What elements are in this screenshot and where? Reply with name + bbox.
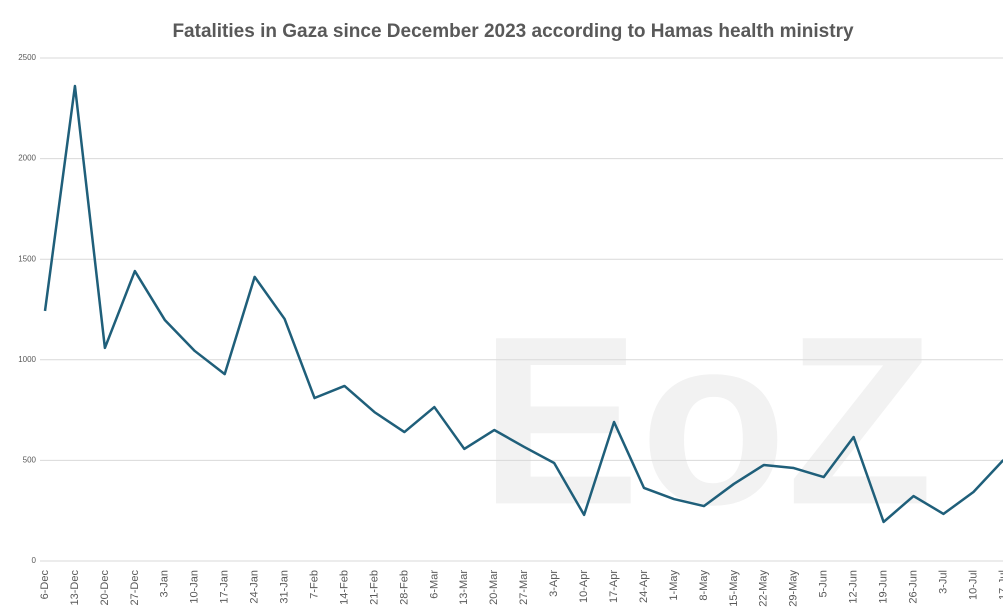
x-tick-label: 17-Jul xyxy=(997,570,1003,600)
series-line xyxy=(43,84,1003,524)
y-tick-label: 500 xyxy=(23,456,37,465)
x-tick-label: 17-Apr xyxy=(608,570,620,603)
x-tick-label: 8-May xyxy=(698,570,710,601)
x-tick-label: 13-Mar xyxy=(458,570,470,605)
x-tick-label: 17-Jan xyxy=(219,570,231,604)
x-tick-label: 26-Jun xyxy=(907,570,919,604)
x-tick-label: 5-Jun xyxy=(818,570,830,598)
y-tick-label: 2500 xyxy=(18,53,36,62)
x-tick-label: 3-Apr xyxy=(548,570,560,597)
x-tick-label: 10-Apr xyxy=(578,570,590,603)
x-tick-label: 27-Dec xyxy=(129,570,141,606)
x-tick-label: 31-Jan xyxy=(279,570,291,604)
x-tick-label: 20-Dec xyxy=(99,570,111,606)
x-tick-label: 22-May xyxy=(758,570,770,607)
chart-title: Fatalities in Gaza since December 2023 a… xyxy=(172,21,854,42)
y-tick-label: 0 xyxy=(32,556,37,565)
x-tick-label: 24-Apr xyxy=(638,570,650,603)
y-tick-label: 2000 xyxy=(18,154,36,163)
x-tick-label: 3-Jul xyxy=(937,570,949,594)
x-tick-label: 3-Jan xyxy=(159,570,171,598)
y-tick-label: 1000 xyxy=(18,355,36,364)
x-tick-label: 14-Feb xyxy=(338,570,350,605)
x-tick-label: 19-Jun xyxy=(878,570,890,604)
x-tick-label: 6-Dec xyxy=(39,570,51,600)
x-tick-label: 27-Mar xyxy=(518,570,530,605)
x-tick-label: 15-May xyxy=(728,570,740,607)
x-tick-label: 20-Mar xyxy=(488,570,500,605)
y-tick-label: 1500 xyxy=(18,254,36,263)
x-tick-label: 6-Mar xyxy=(428,570,440,599)
x-tick-label: 10-Jul xyxy=(967,570,979,600)
x-tick-label: 29-May xyxy=(788,570,800,607)
x-tick-label: 24-Jan xyxy=(249,570,261,604)
x-tick-label: 13-Dec xyxy=(69,570,81,606)
watermark: EoZ xyxy=(480,286,933,554)
x-tick-label: 10-Jan xyxy=(189,570,201,604)
x-tick-label: 12-Jun xyxy=(848,570,860,604)
x-tick-label: 1-May xyxy=(668,570,680,601)
x-tick-label: 7-Feb xyxy=(308,570,320,599)
x-tick-label: 21-Feb xyxy=(368,570,380,605)
x-tick-label: 28-Feb xyxy=(398,570,410,605)
